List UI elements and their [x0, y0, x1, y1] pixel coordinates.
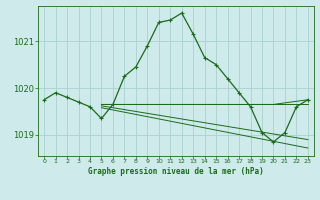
X-axis label: Graphe pression niveau de la mer (hPa): Graphe pression niveau de la mer (hPa): [88, 167, 264, 176]
